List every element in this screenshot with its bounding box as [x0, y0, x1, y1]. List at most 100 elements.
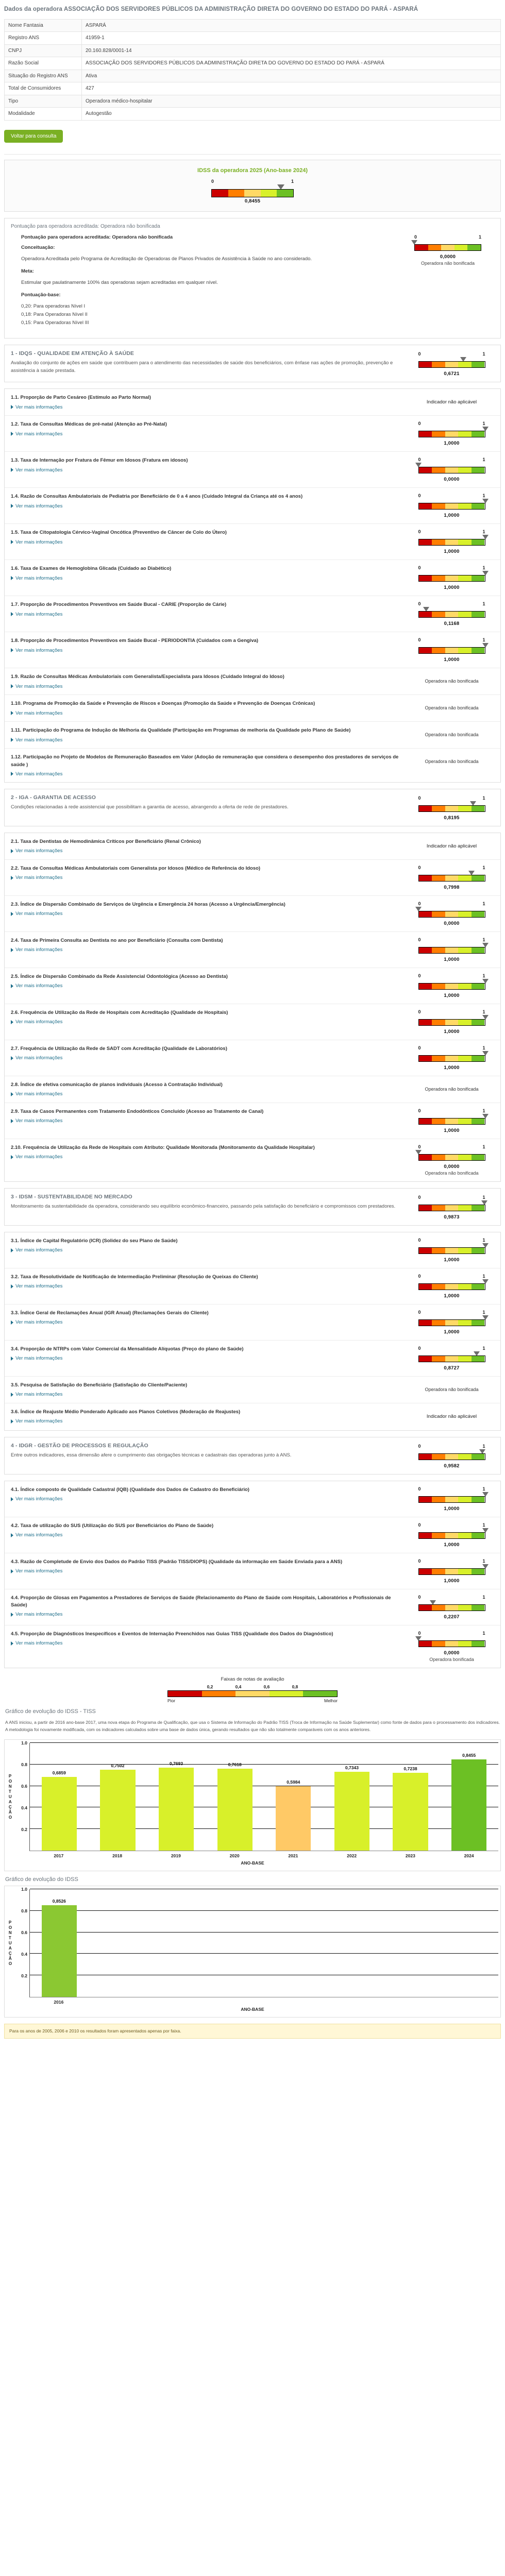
gauge-max-label: 1 [482, 1522, 485, 1528]
table-row: Nome Fantasia ASPARÁ [4, 19, 501, 32]
more-info-link[interactable]: Ver mais informações [11, 1640, 62, 1646]
gauge-value: 0,8195 [444, 815, 460, 821]
gauge-track [418, 1568, 485, 1575]
indicator-title: 1.3. Taxa de Internação por Fratura de F… [11, 457, 188, 464]
more-info-link[interactable]: Ver mais informações [11, 1019, 62, 1025]
gauge-min-label: 0 [418, 1309, 421, 1315]
indicator-title: 1.11. Participação do Programa de Induçã… [11, 727, 351, 734]
gauge-max-label: 1 [482, 1594, 485, 1600]
gauge-min-label: 0 [418, 1594, 421, 1600]
gauge-needle [482, 942, 489, 947]
more-info-link[interactable]: Ver mais informações [11, 1612, 62, 1617]
more-info-link[interactable]: Ver mais informações [11, 875, 62, 880]
indicator-gauge: 0 1 1,0000 [418, 421, 489, 447]
legend-title: Faixas de notas de avaliação [221, 1676, 284, 1682]
bar-cell-empty [147, 1889, 206, 1997]
more-info-link[interactable]: Ver mais informações [11, 1091, 62, 1097]
more-info-link[interactable]: Ver mais informações [11, 1055, 62, 1061]
gauge-track [418, 647, 485, 654]
idss-chart-title: Gráfico de evolução do IDSS [5, 1876, 78, 1883]
more-info-link[interactable]: Ver mais informações [11, 1568, 62, 1574]
y-tick-label: 0.6 [21, 1784, 27, 1789]
gauge-value: 1,0000 [444, 956, 460, 962]
more-info-link[interactable]: Ver mais informações [11, 1154, 62, 1160]
table-row: Tipo Operadora médico-hospitalar [4, 94, 501, 108]
gauge-track [418, 503, 485, 510]
gauge-value: 1,0000 [444, 440, 460, 447]
more-info-link[interactable]: Ver mais informações [11, 848, 62, 854]
divider [4, 154, 501, 155]
bar-value-label: 0,7238 [403, 1766, 417, 1771]
gauge-value: 0,0000 [444, 1650, 460, 1656]
x-tick-label: 2016 [54, 1999, 64, 2005]
more-info-link[interactable]: Ver mais informações [11, 710, 62, 716]
more-info-link[interactable]: Ver mais informações [11, 771, 62, 777]
x-tick-label [440, 1997, 498, 2005]
y-tick-label: 1.0 [21, 1740, 27, 1745]
bar: 0,8526 [41, 1899, 77, 1997]
indicator-row: 3.1. Índice de Capital Regulatório (ICR)… [5, 1232, 500, 1268]
back-to-search-button[interactable]: Voltar para consulta [4, 129, 63, 143]
more-info-link[interactable]: Ver mais informações [11, 503, 62, 509]
more-info-link[interactable]: Ver mais informações [11, 539, 62, 545]
gauge-needle [482, 1528, 489, 1533]
dimension-panel: 1 - IDQS - QUALIDADE EM ATENÇÃO À SAÚDE A… [4, 345, 501, 383]
indicator-row: 1.11. Participação do Programa de Induçã… [5, 722, 500, 749]
more-info-link[interactable]: Ver mais informações [11, 1247, 62, 1253]
gauge-track [418, 1453, 485, 1460]
more-info-link[interactable]: Ver mais informações [11, 575, 62, 581]
more-info-link[interactable]: Ver mais informações [11, 1532, 62, 1538]
tiss-chart-title: Gráfico de evolução do IDSS - TISS [5, 1708, 96, 1715]
more-info-link[interactable]: Ver mais informações [11, 1283, 62, 1289]
more-info-link[interactable]: Ver mais informações [11, 1319, 62, 1325]
x-tick-label [88, 1997, 147, 2005]
gauge-value: 0,0000 [440, 253, 456, 260]
indicator-title: 2.9. Taxa de Casos Permanentes com Trata… [11, 1108, 264, 1114]
chevron-right-icon [11, 540, 13, 545]
x-tick-label [264, 1997, 323, 2005]
indicator-row: 2.8. Índice de efetiva comunicação de pl… [5, 1076, 500, 1103]
gauge-min-label: 0 [418, 1443, 421, 1449]
gauge-needle [482, 499, 489, 504]
idss-main-title: IDSS da operadora 2025 (Ano-base 2024) [197, 167, 308, 174]
more-info-link[interactable]: Ver mais informações [11, 467, 62, 473]
more-info-link[interactable]: Ver mais informações [11, 983, 62, 989]
more-info-link[interactable]: Ver mais informações [11, 1418, 62, 1424]
dimension-panel: 4 - IDGR - GESTÃO DE PROCESSOS E REGULAÇ… [4, 1436, 501, 1475]
x-tick-label [323, 1997, 381, 2005]
base-line-0: 0,20: Para operadoras Nível I [21, 303, 86, 310]
indicator-title: 2.6. Frequência de Utilização da Rede de… [11, 1009, 228, 1015]
indicator-gauge: 0 1 0,0000 [415, 457, 485, 482]
gauge-max-label: 1 [482, 1009, 485, 1014]
x-tick-label: 2024 [464, 1853, 474, 1858]
more-info-link[interactable]: Ver mais informações [11, 1355, 62, 1361]
chevron-right-icon [11, 1533, 13, 1537]
more-info-link[interactable]: Ver mais informações [11, 1392, 62, 1397]
gauge-min-label: 0 [418, 1237, 421, 1243]
x-tick-label: 2018 [112, 1853, 123, 1858]
dimension-description: Monitoramento da sustentabilidade da ope… [11, 1203, 396, 1209]
x-tick-label: 2021 [288, 1853, 298, 1858]
indicator-title: 2.7. Frequência de Utilização da Rede de… [11, 1045, 227, 1052]
dimension-description: Avaliação do conjunto de ações em saúde … [11, 360, 393, 374]
chevron-right-icon [11, 738, 13, 742]
more-info-link[interactable]: Ver mais informações [11, 911, 62, 917]
more-info-link[interactable]: Ver mais informações [11, 612, 62, 617]
chevron-right-icon [11, 432, 13, 436]
gauge-value: 1,0000 [444, 992, 460, 998]
gauge-min-label: 0 [418, 901, 421, 906]
x-tick-label [147, 1997, 206, 2005]
indicator-title: 2.3. Índice de Dispersão Combinado de Se… [11, 901, 285, 907]
indicator-row: 2.7. Frequência de Utilização da Rede de… [5, 1040, 500, 1076]
more-info-link[interactable]: Ver mais informações [11, 947, 62, 953]
info-key: Tipo [4, 94, 82, 108]
more-info-link[interactable]: Ver mais informações [11, 737, 62, 743]
gauge-max-label: 1 [482, 865, 485, 870]
more-info-link[interactable]: Ver mais informações [11, 1118, 62, 1124]
more-info-link[interactable]: Ver mais informações [11, 431, 62, 437]
more-info-link[interactable]: Ver mais informações [11, 1496, 62, 1502]
more-info-link[interactable]: Ver mais informações [11, 684, 62, 689]
more-info-link[interactable]: Ver mais informações [11, 404, 62, 410]
more-info-link[interactable]: Ver mais informações [11, 648, 62, 653]
gauge-needle [482, 1243, 489, 1248]
